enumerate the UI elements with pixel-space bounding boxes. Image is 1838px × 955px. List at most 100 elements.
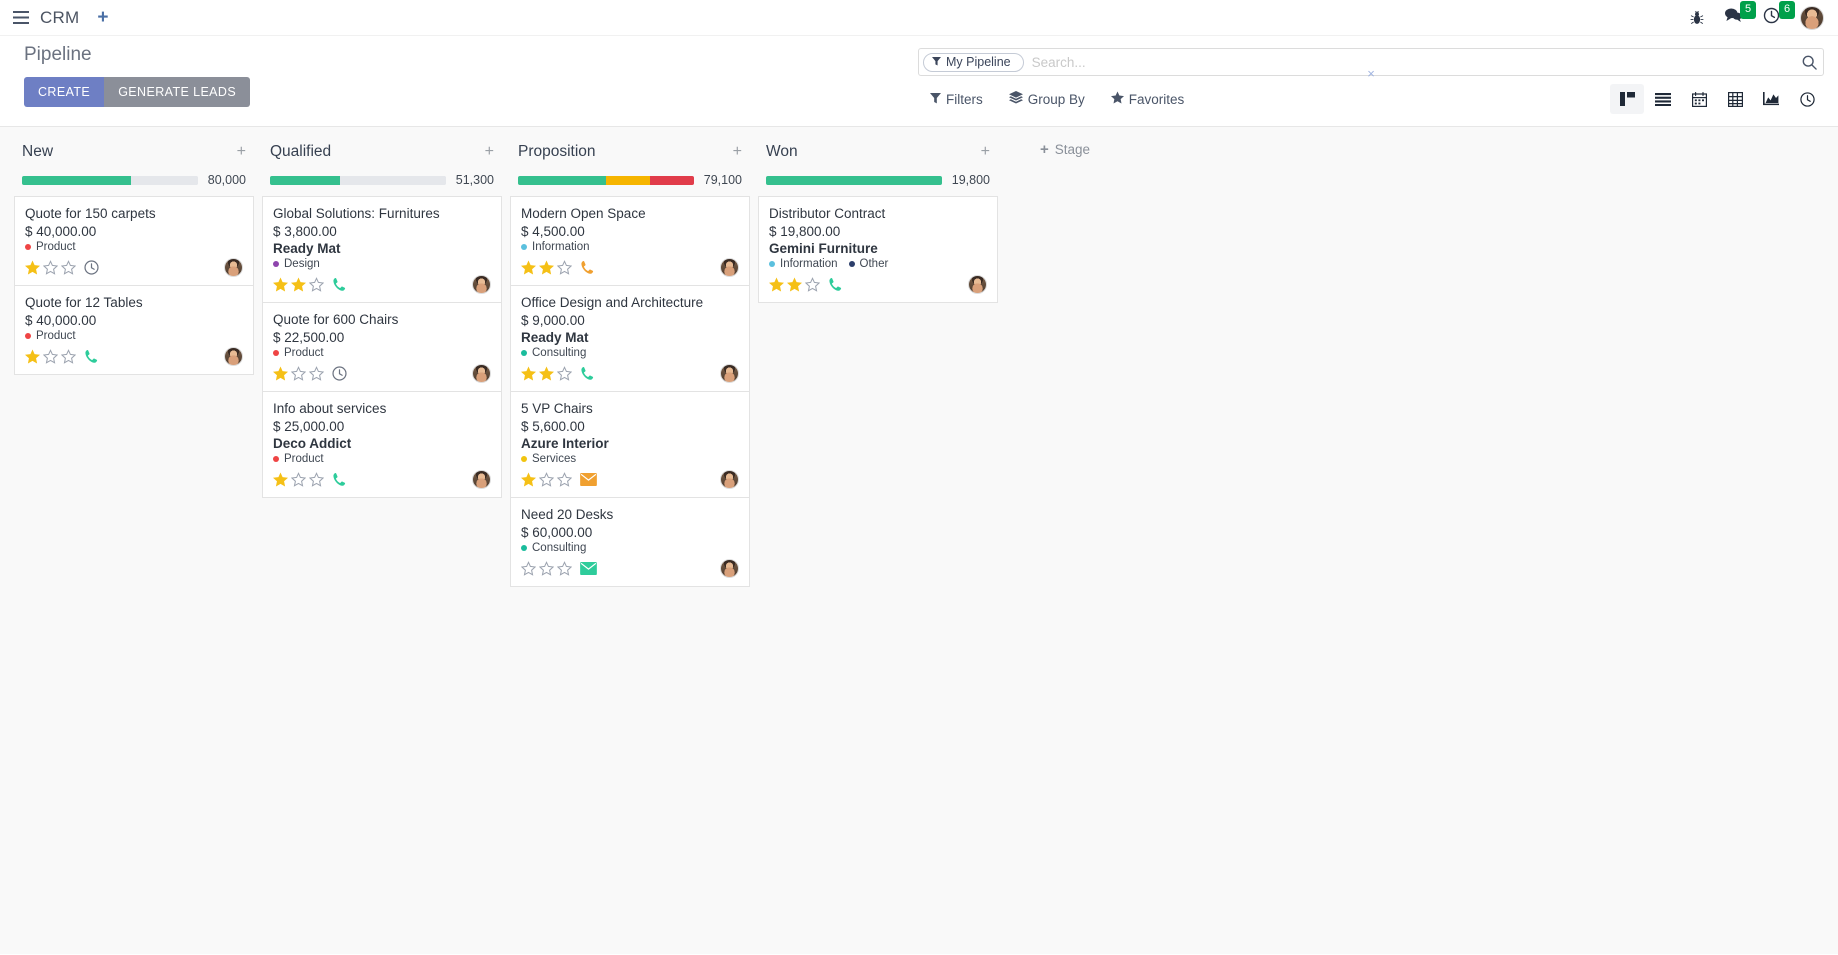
- generate-leads-button[interactable]: GENERATE LEADS: [104, 77, 251, 107]
- view-button-calendar[interactable]: [1682, 84, 1716, 114]
- rating-star[interactable]: [43, 349, 58, 364]
- rating-star[interactable]: [539, 260, 554, 275]
- kanban-column-progressbar[interactable]: [22, 175, 198, 185]
- kanban-column-progressbar[interactable]: [766, 175, 942, 185]
- rating-star[interactable]: [521, 561, 536, 576]
- card-tag[interactable]: Design: [273, 258, 320, 270]
- rating-star[interactable]: [769, 277, 784, 292]
- create-button[interactable]: CREATE: [24, 77, 105, 107]
- card-assignee-avatar[interactable]: [224, 258, 243, 277]
- phone-icon[interactable]: [332, 472, 347, 487]
- view-button-pivot[interactable]: [1718, 84, 1752, 114]
- kanban-card[interactable]: Quote for 12 Tables $ 40,000.00 Product: [14, 286, 254, 375]
- phone-icon[interactable]: [828, 277, 843, 292]
- card-assignee-avatar[interactable]: [720, 470, 739, 489]
- rating-star[interactable]: [557, 561, 572, 576]
- user-avatar[interactable]: [1800, 5, 1824, 30]
- phone-icon[interactable]: [332, 277, 347, 292]
- hamburger-menu-icon[interactable]: [8, 5, 34, 31]
- card-priority-rating[interactable]: [273, 366, 324, 381]
- card-assignee-avatar[interactable]: [720, 258, 739, 277]
- rating-star[interactable]: [557, 472, 572, 487]
- card-assignee-avatar[interactable]: [472, 470, 491, 489]
- rating-star[interactable]: [273, 472, 288, 487]
- card-assignee-avatar[interactable]: [224, 347, 243, 366]
- search-facet-my-pipeline[interactable]: My Pipeline: [923, 52, 1024, 72]
- bug-icon[interactable]: [1690, 10, 1704, 26]
- card-priority-rating[interactable]: [521, 472, 572, 487]
- kanban-card[interactable]: Quote for 600 Chairs $ 22,500.00 Product: [262, 303, 502, 392]
- rating-star[interactable]: [787, 277, 802, 292]
- rating-star[interactable]: [25, 260, 40, 275]
- rating-star[interactable]: [309, 277, 324, 292]
- card-tag[interactable]: Other: [848, 258, 888, 270]
- card-priority-rating[interactable]: [521, 260, 572, 275]
- card-tag[interactable]: Product: [25, 241, 76, 253]
- card-assignee-avatar[interactable]: [472, 364, 491, 383]
- add-stage-button[interactable]: + Stage: [1040, 142, 1090, 157]
- clock-icon[interactable]: [332, 366, 347, 381]
- view-button-list[interactable]: [1646, 84, 1680, 114]
- card-assignee-avatar[interactable]: [720, 559, 739, 578]
- card-assignee-avatar[interactable]: [720, 364, 739, 383]
- card-tag[interactable]: Services: [521, 453, 576, 465]
- phone-icon[interactable]: [580, 260, 595, 275]
- kanban-card[interactable]: Need 20 Desks $ 60,000.00 Consulting: [510, 498, 750, 587]
- card-tag[interactable]: Information: [521, 241, 590, 253]
- rating-star[interactable]: [539, 472, 554, 487]
- kanban-column-add-icon[interactable]: +: [484, 143, 494, 160]
- rating-star[interactable]: [521, 472, 536, 487]
- rating-star[interactable]: [291, 366, 306, 381]
- phone-icon[interactable]: [580, 366, 595, 381]
- kanban-card[interactable]: Distributor Contract $ 19,800.00 Gemini Fu…: [758, 196, 998, 303]
- kanban-card[interactable]: 5 VP Chairs $ 5,600.00 Azure Interior Servi…: [510, 392, 750, 498]
- search-facet-remove-icon[interactable]: ×: [1367, 66, 1375, 81]
- kanban-card[interactable]: Quote for 150 carpets $ 40,000.00 Product: [14, 196, 254, 286]
- activities-counter[interactable]: 6: [1763, 0, 1796, 29]
- kanban-column-progressbar[interactable]: [270, 175, 446, 185]
- new-record-plus-icon[interactable]: +: [97, 7, 109, 28]
- rating-star[interactable]: [61, 260, 76, 275]
- kanban-column-add-icon[interactable]: +: [236, 143, 246, 160]
- view-button-activity[interactable]: [1790, 84, 1824, 114]
- rating-star[interactable]: [557, 366, 572, 381]
- card-tag[interactable]: Product: [273, 453, 324, 465]
- clock-icon[interactable]: [84, 260, 99, 275]
- kanban-column-progressbar[interactable]: [518, 175, 694, 185]
- rating-star[interactable]: [43, 260, 58, 275]
- kanban-column-add-icon[interactable]: +: [980, 143, 990, 160]
- app-brand-crm[interactable]: CRM: [40, 7, 80, 27]
- rating-star[interactable]: [539, 366, 554, 381]
- card-priority-rating[interactable]: [521, 561, 572, 576]
- kanban-card[interactable]: Office Design and Architecture $ 9,000.00…: [510, 286, 750, 392]
- rating-star[interactable]: [273, 366, 288, 381]
- rating-star[interactable]: [539, 561, 554, 576]
- kanban-card[interactable]: Modern Open Space $ 4,500.00 Information: [510, 196, 750, 286]
- card-assignee-avatar[interactable]: [968, 275, 987, 294]
- rating-star[interactable]: [25, 349, 40, 364]
- card-priority-rating[interactable]: [25, 349, 76, 364]
- card-tag[interactable]: Product: [273, 347, 324, 359]
- rating-star[interactable]: [805, 277, 820, 292]
- kanban-card[interactable]: Global Solutions: Furnitures $ 3,800.00 Re…: [262, 196, 502, 303]
- group-by-menu[interactable]: Group By: [1008, 91, 1085, 107]
- card-tag[interactable]: Consulting: [521, 347, 586, 359]
- search-input[interactable]: [1023, 50, 1798, 74]
- phone-icon[interactable]: [84, 349, 99, 364]
- kanban-card[interactable]: Info about services $ 25,000.00 Deco Addic…: [262, 392, 502, 498]
- envelope-icon[interactable]: [580, 473, 597, 486]
- messages-counter[interactable]: 5: [1724, 1, 1757, 28]
- card-tag[interactable]: Information: [769, 258, 838, 270]
- rating-star[interactable]: [557, 260, 572, 275]
- rating-star[interactable]: [291, 277, 306, 292]
- card-tag[interactable]: Product: [25, 330, 76, 342]
- rating-star[interactable]: [61, 349, 76, 364]
- favorites-menu[interactable]: Favorites: [1110, 91, 1184, 107]
- card-priority-rating[interactable]: [521, 366, 572, 381]
- card-priority-rating[interactable]: [769, 277, 820, 292]
- view-button-graph[interactable]: [1754, 84, 1788, 114]
- filters-menu[interactable]: Filters: [930, 91, 983, 107]
- search-bar[interactable]: My Pipeline ×: [918, 48, 1824, 80]
- view-button-kanban[interactable]: [1610, 84, 1644, 114]
- envelope-icon[interactable]: [580, 562, 597, 575]
